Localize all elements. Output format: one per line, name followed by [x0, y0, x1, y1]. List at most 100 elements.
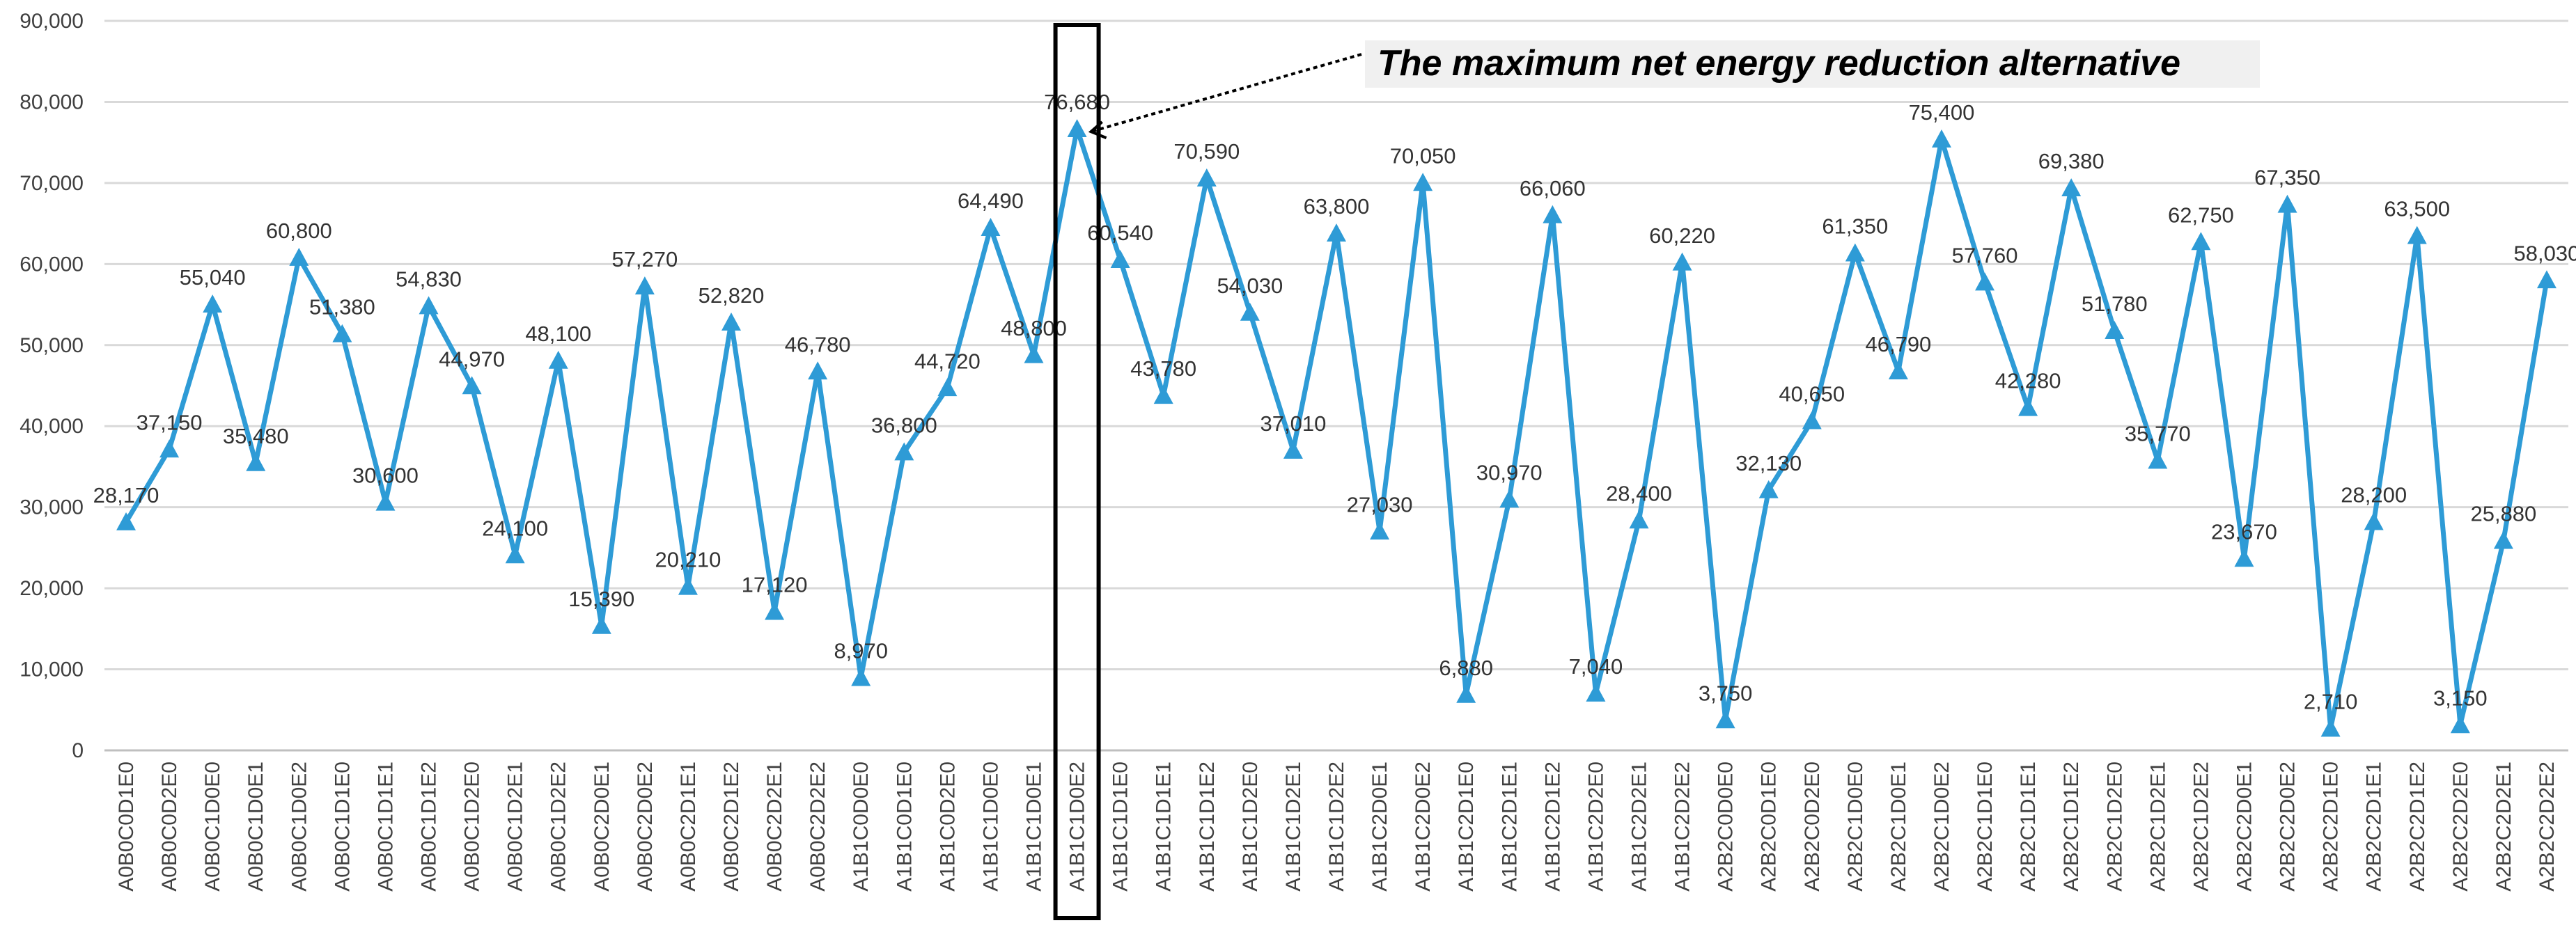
- data-point-marker: [981, 218, 1001, 236]
- data-label: 28,200: [2341, 483, 2407, 507]
- data-point-marker: [808, 361, 828, 380]
- x-tick-label: A0B0C1D0E1: [244, 762, 267, 892]
- data-point-marker: [937, 378, 958, 397]
- data-label: 46,780: [785, 332, 851, 356]
- data-point-marker: [2536, 270, 2557, 289]
- data-label: 40,650: [1779, 382, 1845, 407]
- x-tick-label: A2B2C2D2E2: [2536, 762, 2559, 892]
- data-point-marker: [2105, 321, 2125, 339]
- x-tick-label: A2B2C2D1E2: [2406, 762, 2429, 892]
- data-point-marker: [1067, 119, 1087, 138]
- y-tick-label: 80,000: [19, 90, 84, 113]
- x-tick-label: A1B1C1D0E0: [979, 762, 1002, 892]
- x-tick-label: A1B1C2D2E1: [1627, 762, 1650, 892]
- x-tick-label: A0B0C1D0E2: [288, 762, 311, 892]
- data-point-marker: [462, 376, 482, 395]
- data-label: 27,030: [1347, 492, 1413, 516]
- x-tick-label: A2B2C1D2E2: [2189, 762, 2212, 892]
- data-point-marker: [678, 576, 698, 595]
- data-point-marker: [1327, 223, 1346, 242]
- x-tick-label: A1B1C2D2E0: [1584, 762, 1607, 892]
- data-label: 69,380: [2038, 149, 2105, 173]
- x-tick-label: A2B2C2D2E0: [2449, 762, 2472, 892]
- x-tick-label: A2B2C0D0E0: [1715, 762, 1738, 892]
- data-point-marker: [2234, 549, 2254, 567]
- data-point-marker: [1196, 168, 1217, 187]
- data-label: 70,050: [1390, 143, 1456, 168]
- x-tick-label: A1B1C1D1E2: [1196, 762, 1219, 892]
- data-label: 37,010: [1260, 411, 1327, 436]
- x-tick-label: A0B0C2D0E1: [591, 762, 614, 892]
- data-label: 30,970: [1476, 460, 1543, 484]
- data-label: 61,350: [1822, 214, 1888, 239]
- data-label: 62,750: [2168, 203, 2234, 227]
- x-tick-label: A2B2C2D1E0: [2320, 762, 2343, 892]
- data-label: 15,390: [568, 587, 634, 611]
- x-axis-ticks: A0B0C0D1E0 A0B0C0D2E0 A0B0C1D0E0 A0B0C1D0E1…: [115, 762, 2559, 892]
- data-label: 25,880: [2470, 502, 2536, 526]
- data-point-marker: [116, 512, 136, 530]
- x-tick-label: A1B1C1D2E0: [1239, 762, 1262, 892]
- annotation-text: The maximum net energy reduction alterna…: [1377, 43, 2180, 84]
- x-tick-label: A2B2C1D0E2: [1930, 762, 1953, 892]
- data-label: 67,350: [2254, 166, 2320, 190]
- data-point-marker: [159, 439, 180, 458]
- data-point-marker: [1672, 252, 1692, 271]
- x-tick-label: A2B2C2D1E1: [2363, 762, 2386, 892]
- data-label: 37,150: [136, 410, 203, 434]
- data-label: 23,670: [2211, 519, 2277, 544]
- x-tick-label: A1B1C2D0E2: [1412, 762, 1435, 892]
- x-tick-label: A0B0C1D1E2: [418, 762, 441, 892]
- x-tick-label: A0B0C2D1E2: [720, 762, 743, 892]
- data-label: 46,790: [1865, 332, 1931, 356]
- annotation-arrow: [1091, 53, 1362, 134]
- series-markers: [116, 119, 2557, 737]
- highlight-group: [1053, 23, 1101, 920]
- data-point-marker: [634, 276, 655, 295]
- data-label: 30,600: [352, 464, 419, 488]
- x-tick-label: A1B1C1D2E2: [1325, 762, 1348, 892]
- data-point-marker: [765, 601, 785, 620]
- x-tick-label: A1B1C1D1E1: [1153, 762, 1176, 892]
- data-point-marker: [2018, 397, 2038, 416]
- data-point-marker: [1629, 510, 1649, 529]
- y-tick-label: 70,000: [19, 172, 84, 195]
- x-tick-label: A1B1C2D1E2: [1541, 762, 1564, 892]
- y-tick-label: 60,000: [19, 253, 84, 276]
- data-point-marker: [591, 615, 611, 634]
- x-tick-label: A0B0C2D0E2: [634, 762, 657, 892]
- data-point-marker: [1586, 684, 1606, 702]
- x-tick-label: A1B1C1D0E2: [1066, 762, 1089, 892]
- x-tick-label: A1B1C2D1E0: [1455, 762, 1478, 892]
- y-tick-label: 0: [72, 739, 84, 762]
- data-label: 3,150: [2433, 686, 2488, 710]
- data-label: 70,590: [1173, 139, 1240, 164]
- data-label: 54,030: [1217, 274, 1283, 298]
- x-tick-label: A2B2C2D0E2: [2277, 762, 2300, 892]
- data-label: 44,720: [914, 349, 981, 373]
- x-tick-label: A1B1C1D0E1: [1023, 762, 1046, 892]
- y-tick-label: 40,000: [19, 415, 84, 438]
- data-label: 28,170: [93, 483, 159, 507]
- data-label: 20,210: [655, 548, 721, 572]
- data-label: 63,500: [2384, 197, 2450, 221]
- data-point-marker: [2277, 194, 2297, 213]
- data-point-marker: [2450, 715, 2470, 734]
- data-point-marker: [1240, 302, 1260, 321]
- x-tick-label: A1B1C1D1E0: [1109, 762, 1132, 892]
- x-tick-label: A0B0C2D2E1: [763, 762, 786, 892]
- y-tick-label: 30,000: [19, 496, 84, 519]
- data-point-marker: [721, 312, 742, 331]
- y-tick-label: 20,000: [19, 577, 84, 600]
- x-tick-label: A1B1C0D1E0: [893, 762, 916, 892]
- x-tick-label: A1B1C2D2E2: [1671, 762, 1694, 892]
- data-point-marker: [1975, 272, 1995, 291]
- data-point-marker: [1456, 684, 1476, 703]
- data-label: 54,830: [396, 267, 462, 292]
- x-tick-label: A2B2C2D0E1: [2233, 762, 2256, 892]
- data-label: 75,400: [1909, 100, 1975, 125]
- x-tick-label: A2B2C0D2E0: [1801, 762, 1824, 892]
- data-label: 7,040: [1569, 654, 1623, 679]
- data-point-marker: [2191, 232, 2211, 251]
- data-label: 35,770: [2125, 421, 2191, 445]
